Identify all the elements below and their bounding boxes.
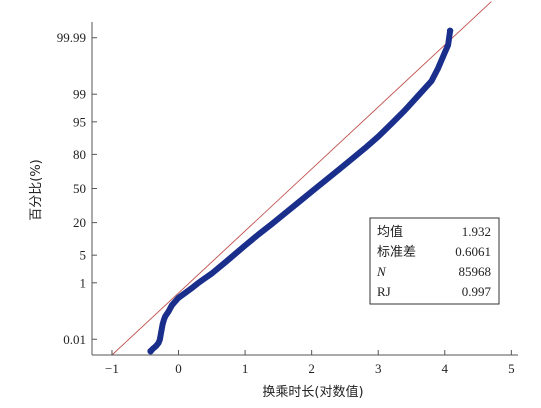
data-point [348, 156, 355, 162]
y-tick-label: 5 [80, 248, 87, 263]
stat-label-std: 标准差 [377, 245, 416, 260]
data-point [428, 78, 435, 84]
data-point [388, 120, 395, 127]
data-point [442, 49, 448, 56]
stat-value-mean: 1.932 [462, 224, 491, 239]
y-tick-label: 0.01 [63, 332, 86, 347]
data-point [229, 253, 235, 260]
axes [91, 22, 518, 356]
data-point [175, 295, 182, 301]
stats-box: 均值 1.932 标准差 0.6061 N 85968 RJ 0.997 [369, 217, 500, 305]
data-point [308, 188, 315, 195]
x-tick-label: 5 [508, 361, 515, 376]
y-tick-label: 99.99 [57, 30, 86, 45]
y-tick-label: 95 [73, 114, 86, 129]
data-point [215, 265, 222, 271]
data-point [295, 199, 302, 206]
data-point [235, 248, 242, 254]
data-point [157, 336, 163, 343]
data-point [268, 221, 275, 227]
data-point [375, 133, 382, 140]
y-axis-label: 百分比(%) [29, 159, 44, 221]
stat-label-n: N [376, 264, 387, 279]
data-point [402, 107, 408, 114]
data-point [446, 27, 454, 34]
data-point [165, 308, 172, 315]
data-point [335, 167, 342, 173]
data-point [189, 285, 195, 291]
stat-label-mean: 均值 [377, 224, 403, 240]
y-tick-label: 99 [73, 87, 86, 102]
y-tick-label: 1 [80, 275, 87, 290]
reference-line [111, 1, 492, 356]
data-point [222, 259, 228, 266]
data-point [435, 65, 441, 71]
data-point [195, 280, 202, 286]
stats-box-border [369, 217, 500, 305]
data-point [282, 210, 288, 217]
x-tick-label: 4 [442, 361, 449, 376]
y-tick-label: 20 [73, 215, 86, 230]
y-tick-label: 50 [73, 181, 86, 196]
data-point [169, 302, 175, 309]
y-tick-label: 80 [73, 147, 86, 162]
x-ticks: −1 0 1 2 3 4 5 [105, 350, 515, 376]
data-point [445, 42, 451, 48]
x-tick-label: 1 [242, 361, 249, 376]
data-point [202, 275, 208, 281]
data-point [162, 313, 168, 320]
x-axis-label: 换乘时长(对数值) [262, 384, 363, 400]
data-point [182, 290, 188, 296]
data-point [242, 242, 248, 249]
reference-line-layer [111, 1, 492, 356]
x-tick-label: −1 [105, 361, 119, 376]
data-point [209, 270, 215, 277]
data-point [159, 321, 166, 328]
data-point [415, 92, 422, 99]
y-ticks: 0.01 1 5 20 50 80 95 99 99.99 [57, 30, 97, 347]
stat-value-rj: 0.997 [462, 284, 492, 299]
data-point [158, 329, 164, 335]
stat-label-rj: RJ [377, 284, 391, 299]
x-tick-label: 0 [175, 361, 182, 376]
x-tick-label: 2 [308, 361, 315, 376]
data-point [322, 178, 328, 184]
data-point [255, 231, 262, 238]
data-points-layer [147, 27, 454, 355]
x-tick-label: 3 [375, 361, 382, 376]
stat-value-n: 85968 [459, 264, 492, 279]
data-point [362, 145, 368, 151]
stat-value-std: 0.6061 [455, 244, 491, 259]
